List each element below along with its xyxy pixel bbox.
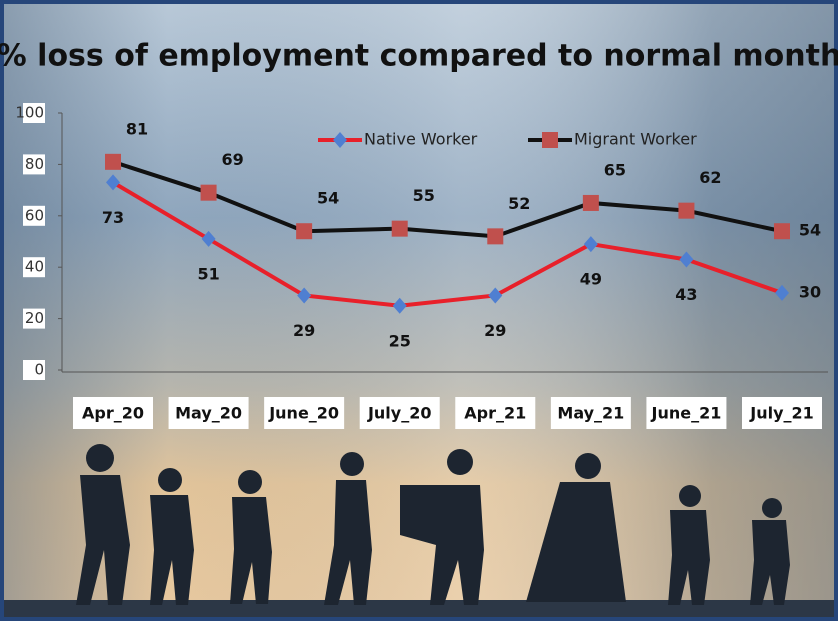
data-label: 62 — [699, 168, 721, 187]
x-tick-label: July_20 — [367, 404, 432, 423]
data-label: 81 — [126, 119, 148, 138]
data-label: 29 — [293, 321, 315, 340]
y-tick-label: 40 — [25, 258, 44, 276]
marker — [105, 154, 121, 170]
y-tick-label: 0 — [34, 361, 44, 379]
data-label: 49 — [580, 270, 602, 289]
chart: % loss of employment compared to normal … — [0, 0, 838, 621]
marker — [392, 221, 408, 237]
data-label: 29 — [484, 321, 506, 340]
marker — [487, 228, 503, 244]
x-tick-label: Apr_20 — [82, 404, 144, 423]
x-tick-label: May_21 — [557, 404, 624, 423]
marker — [296, 223, 312, 239]
legend-marker — [542, 132, 558, 148]
x-tick-label: June_21 — [650, 404, 721, 423]
data-label: 54 — [799, 221, 821, 240]
y-tick-label: 100 — [15, 104, 44, 122]
data-label: 51 — [197, 264, 219, 283]
marker — [774, 223, 790, 239]
data-label: 43 — [675, 285, 697, 304]
data-label: 52 — [508, 194, 530, 213]
marker — [678, 203, 694, 219]
x-tick-label: June_20 — [268, 404, 339, 423]
chart-title: % loss of employment compared to normal … — [0, 39, 838, 74]
marker — [583, 195, 599, 211]
x-tick-label: Apr_21 — [464, 404, 526, 423]
y-tick-label: 60 — [25, 206, 44, 224]
data-label: 54 — [317, 189, 339, 208]
data-label: 73 — [102, 208, 124, 227]
data-label: 65 — [604, 160, 626, 179]
data-label: 25 — [389, 331, 411, 350]
data-label: 69 — [221, 150, 243, 169]
x-tick-label: May_20 — [175, 404, 242, 423]
x-tick-label: July_21 — [749, 404, 814, 423]
legend-label: Migrant Worker — [574, 130, 697, 149]
legend-label: Native Worker — [364, 130, 478, 149]
y-tick-label: 20 — [25, 309, 44, 327]
data-label: 55 — [413, 186, 435, 205]
data-label: 30 — [799, 282, 821, 301]
marker — [201, 185, 217, 201]
y-tick-label: 80 — [25, 155, 44, 173]
